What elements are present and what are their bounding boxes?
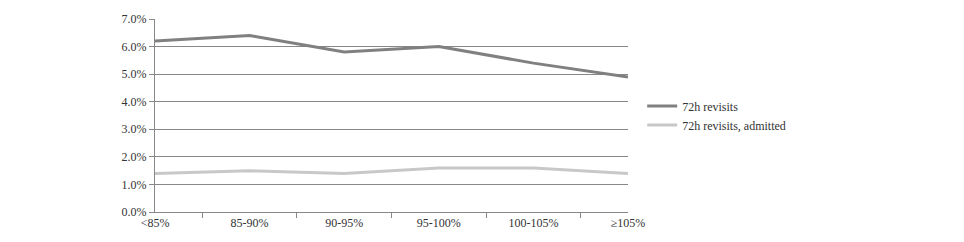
svg-text:3.0%: 3.0% (122, 122, 147, 136)
svg-text:4.0%: 4.0% (122, 95, 147, 109)
svg-text:5.0%: 5.0% (122, 67, 147, 81)
svg-text:100-105%: 100-105% (508, 216, 558, 230)
svg-text:7.0%: 7.0% (122, 12, 147, 26)
svg-text:6.0%: 6.0% (122, 40, 147, 54)
svg-text:72h revisits: 72h revisits (682, 100, 738, 114)
svg-text:85-90%: 85-90% (231, 216, 269, 230)
svg-text:≥105%: ≥105% (611, 216, 646, 230)
svg-text:1.0%: 1.0% (122, 178, 147, 192)
svg-text:<85%: <85% (141, 216, 170, 230)
svg-text:0.0%: 0.0% (122, 205, 147, 219)
svg-text:2.0%: 2.0% (122, 150, 147, 164)
svg-text:90-95%: 90-95% (325, 216, 363, 230)
svg-text:95-100%: 95-100% (417, 216, 461, 230)
svg-text:72h revisits, admitted: 72h revisits, admitted (682, 119, 786, 133)
